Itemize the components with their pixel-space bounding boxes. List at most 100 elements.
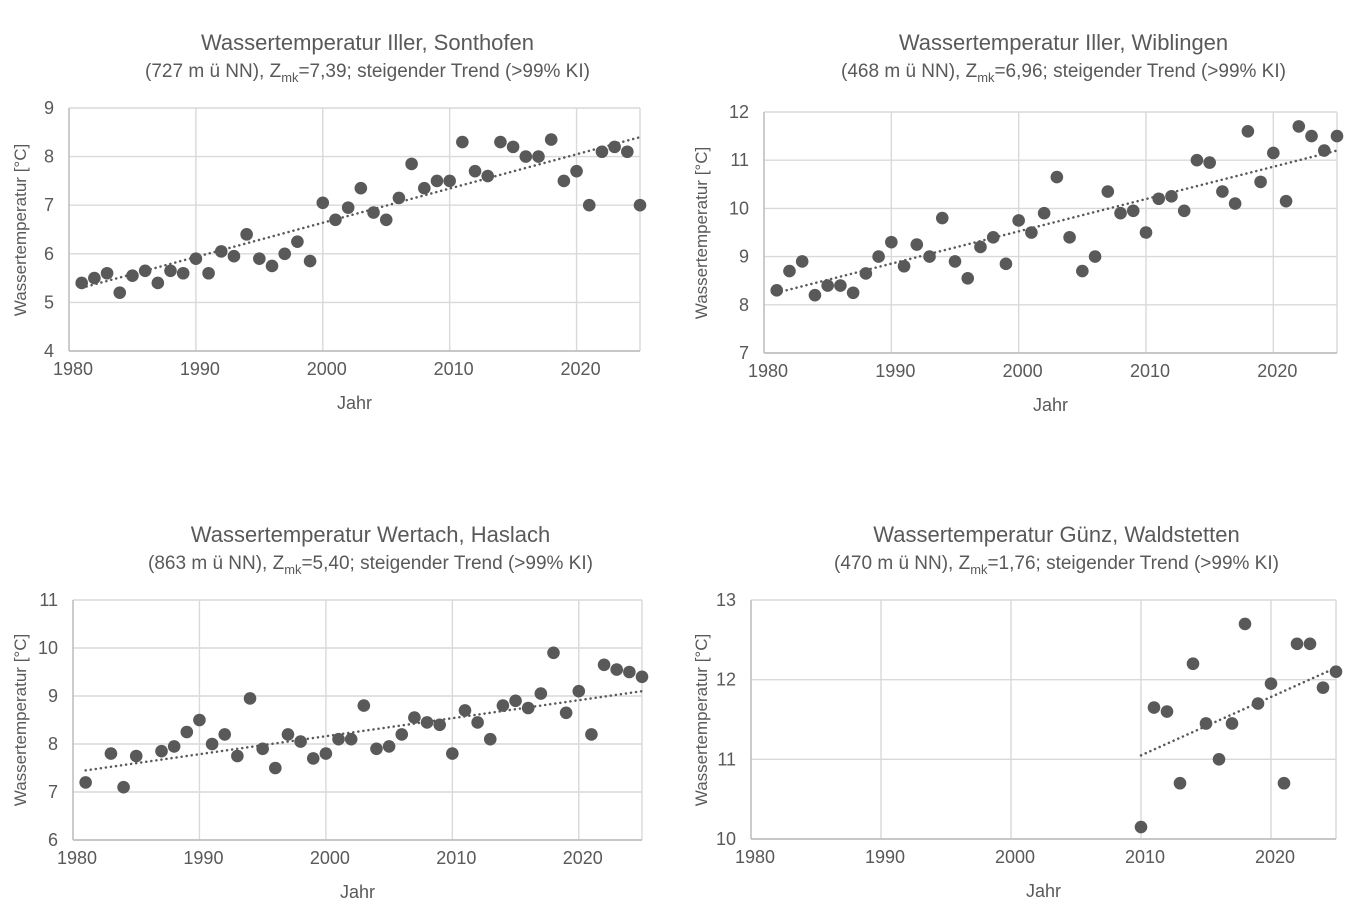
y-tick-label: 12 [729, 102, 749, 122]
data-point [1165, 190, 1178, 203]
x-tick-label: 1990 [875, 361, 915, 381]
data-point [316, 196, 330, 210]
data-point [1025, 226, 1038, 239]
data-point [834, 279, 847, 292]
data-point [795, 255, 809, 268]
subtitle-subscript: mk [284, 561, 302, 577]
x-tick-label: 1980 [748, 361, 788, 381]
data-point [610, 663, 624, 676]
data-point [291, 235, 304, 248]
data-point [496, 699, 510, 712]
subtitle-prefix: (727 m ü NN), Z [145, 61, 282, 82]
y-tick-label: 8 [44, 147, 54, 167]
subtitle-suffix: =7,39; steigender Trend (>99% KI) [298, 61, 590, 82]
data-point [1076, 264, 1089, 278]
data-point [494, 135, 507, 149]
data-point [382, 740, 396, 753]
x-tick-label: 2010 [434, 359, 474, 379]
data-point [332, 732, 345, 746]
data-point [770, 284, 784, 297]
data-point [481, 169, 495, 183]
x-tick-label: 2000 [995, 847, 1035, 867]
y-tick-label: 9 [48, 686, 58, 706]
data-point [623, 665, 636, 679]
data-point [1216, 185, 1229, 198]
data-point [138, 264, 152, 278]
x-tick-label: 1990 [183, 848, 223, 868]
data-point [1190, 153, 1204, 167]
data-point [341, 201, 355, 214]
y-tick-label: 11 [39, 590, 58, 610]
data-point [585, 728, 598, 741]
y-tick-label: 7 [44, 195, 54, 215]
data-point [1305, 129, 1318, 143]
data-point [1101, 185, 1115, 198]
data-point [544, 133, 558, 146]
data-point [214, 245, 228, 258]
data-point [897, 259, 911, 273]
scatter-plot: 1980 1990 2000 2010 2020 6 7 8 9 10 11 [38, 590, 649, 868]
chart-title: Wassertemperatur Wertach, Haslach [190, 522, 551, 547]
data-point [303, 254, 317, 268]
data-point [483, 732, 497, 746]
x-axis-title: Jahr [336, 393, 372, 413]
x-tick-label: 2020 [1255, 847, 1295, 867]
data-point [534, 687, 548, 700]
data-point [999, 257, 1013, 271]
data-point [1238, 617, 1252, 631]
data-point [506, 140, 520, 154]
data-point [458, 704, 472, 717]
x-tick-label: 2000 [307, 359, 347, 379]
data-point [1329, 665, 1343, 678]
y-tick-label: 9 [44, 98, 54, 118]
data-point [1254, 175, 1267, 189]
chart-title: Wassertemperatur Iller, Wiblingen [898, 30, 1229, 55]
subtitle-prefix: (470 m ü NN), Z [834, 553, 971, 574]
chart-wertach-haslach: Wassertemperatur Wertach, Haslach (863 m… [0, 492, 681, 921]
x-tick-label: 1990 [865, 847, 905, 867]
chart-subtitle: (863 m ü NN), Zmk=5,40; steigender Trend… [71, 553, 671, 577]
data-point [180, 725, 194, 739]
data-point [808, 288, 822, 302]
data-point [910, 238, 924, 251]
data-point [265, 259, 279, 273]
y-tick-label: 8 [739, 295, 749, 315]
data-point [218, 728, 232, 741]
data-point [1251, 697, 1265, 710]
data-point [471, 716, 484, 729]
scatter-plot: 1980 1990 2000 2010 2020 10 11 12 13 [716, 590, 1343, 867]
data-point [189, 252, 203, 265]
trend-line [84, 689, 644, 772]
data-point [167, 740, 181, 753]
y-tick-label: 4 [44, 341, 54, 361]
y-tick-label: 5 [44, 292, 54, 312]
data-point [974, 240, 987, 254]
data-point [193, 713, 206, 727]
data-point [392, 191, 406, 205]
subtitle-prefix: (468 m ü NN), Z [841, 61, 978, 82]
data-point [1134, 820, 1148, 834]
data-point [408, 711, 421, 724]
data-point [243, 692, 257, 705]
chart-guenz-waldstetten: Wassertemperatur Günz, Waldstetten (470 … [681, 492, 1362, 921]
data-point [509, 694, 522, 708]
subtitle-subscript: mk [977, 69, 995, 85]
trend-line [1139, 666, 1338, 757]
data-point [446, 747, 459, 760]
data-point [872, 250, 885, 263]
x-tick-label: 2000 [1003, 361, 1043, 381]
y-tick-label: 7 [739, 343, 749, 363]
data-point [1152, 192, 1166, 206]
x-tick-label: 2010 [1130, 361, 1170, 381]
y-tick-label: 6 [44, 244, 54, 264]
data-point [935, 211, 949, 225]
data-point [1173, 776, 1187, 790]
data-point [319, 747, 333, 760]
data-point [1277, 776, 1291, 790]
data-point [1160, 705, 1174, 718]
data-point [1063, 231, 1076, 244]
data-point [104, 747, 118, 760]
data-point [1186, 657, 1200, 671]
data-point [1228, 197, 1242, 210]
data-point [621, 145, 634, 159]
